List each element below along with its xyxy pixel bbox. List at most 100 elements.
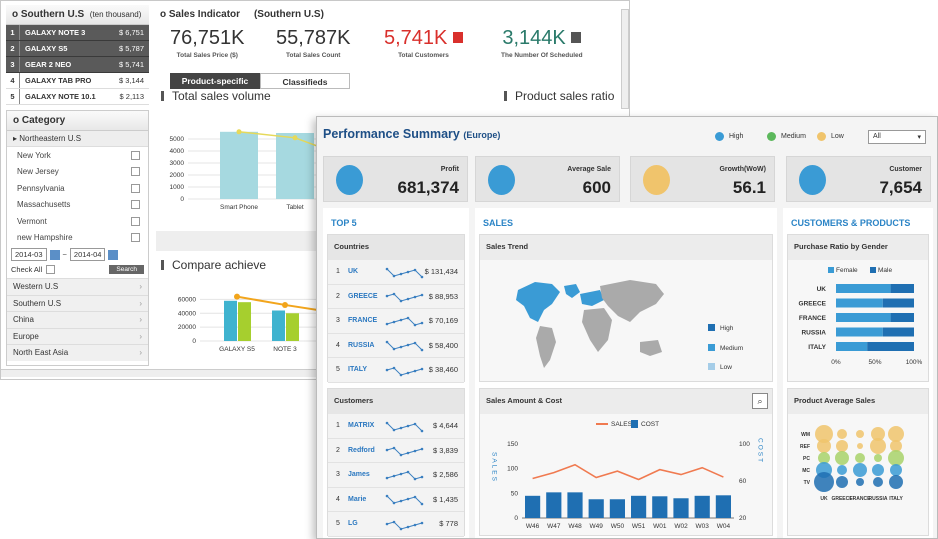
female-bar[interactable] xyxy=(836,342,868,351)
avg-sales-bubble[interactable] xyxy=(853,463,867,477)
avg-sales-bubble[interactable] xyxy=(837,465,847,475)
cost-bar[interactable] xyxy=(567,492,583,518)
male-bar[interactable] xyxy=(867,342,914,351)
region-item[interactable]: Western U.S › xyxy=(7,278,148,295)
avg-sales-bubble[interactable] xyxy=(889,475,903,489)
region-item[interactable]: North East Asia › xyxy=(7,344,148,361)
category-subheader[interactable]: ▸ Northeastern U.S xyxy=(7,131,148,147)
compare-bar[interactable] xyxy=(272,310,285,341)
avg-sales-bubble[interactable] xyxy=(837,429,847,439)
volume-bar[interactable] xyxy=(276,133,314,199)
avg-sales-bubble[interactable] xyxy=(836,476,848,488)
region-item[interactable]: Europe › xyxy=(7,327,148,344)
state-checkbox[interactable] xyxy=(131,167,140,177)
state-checkbox[interactable] xyxy=(131,200,140,210)
countries-row[interactable]: 3 FRANCE $ 70,169 xyxy=(328,309,464,334)
avg-sales-bubble[interactable] xyxy=(814,472,834,492)
cost-bar[interactable] xyxy=(525,495,541,518)
male-bar[interactable] xyxy=(882,327,914,337)
horizontal-scrollbar[interactable] xyxy=(1,369,317,377)
compare-bar[interactable] xyxy=(224,300,237,341)
female-bar[interactable] xyxy=(836,313,891,322)
countries-row[interactable]: 2 GREECE $ 88,953 xyxy=(328,284,464,309)
male-bar[interactable] xyxy=(882,298,914,308)
product-row[interactable]: 3 GEAR 2 NEO $ 5,741 xyxy=(6,57,149,73)
region-item[interactable]: Southern U.S › xyxy=(7,294,148,311)
product-row[interactable]: 4 GALAXY TAB PRO $ 3,144 xyxy=(6,73,149,89)
achieve-point xyxy=(234,293,240,300)
avg-sales-bubble[interactable] xyxy=(835,451,849,465)
cost-bar[interactable] xyxy=(652,496,668,518)
volume-bar[interactable] xyxy=(220,131,258,199)
state-item[interactable]: new Hampshire xyxy=(7,230,148,247)
avg-sales-bubble[interactable] xyxy=(874,454,882,462)
cost-bar[interactable] xyxy=(546,492,562,518)
search-icon[interactable]: ⌕ xyxy=(752,393,768,409)
female-bar[interactable] xyxy=(836,327,883,337)
product-row[interactable]: 2 GALAXY S5 $ 5,787 xyxy=(6,41,149,57)
calendar-icon[interactable] xyxy=(49,249,60,260)
avg-sales-bubble[interactable] xyxy=(888,450,904,466)
legend-label: SALES xyxy=(611,421,633,428)
customers-row[interactable]: 5 LG $ 778 xyxy=(328,512,464,537)
state-checkbox[interactable] xyxy=(131,150,140,160)
male-bar[interactable] xyxy=(890,284,914,293)
female-bar[interactable] xyxy=(836,298,883,308)
avg-sales-bubble[interactable] xyxy=(857,443,863,449)
calendar-icon[interactable] xyxy=(108,249,119,260)
compare-bar[interactable] xyxy=(238,302,251,341)
product-row[interactable]: 5 GALAXY NOTE 10.1 $ 2,113 xyxy=(6,89,149,105)
state-item[interactable]: Pennsylvania xyxy=(7,180,148,197)
check-all-checkbox[interactable] xyxy=(46,265,56,274)
avg-sales-bubble[interactable] xyxy=(817,439,831,453)
state-checkbox[interactable] xyxy=(131,233,140,243)
countries-row[interactable]: 4 RUSSIA $ 58,400 xyxy=(328,333,464,358)
cost-bar[interactable] xyxy=(609,499,625,518)
avg-sales-bubble[interactable] xyxy=(872,464,884,476)
row-rank: 1 xyxy=(336,268,340,276)
state-item[interactable]: Massachusetts xyxy=(7,197,148,214)
avg-sales-bubble[interactable] xyxy=(815,425,833,443)
search-button[interactable]: Search xyxy=(109,265,144,274)
state-item[interactable]: New York xyxy=(7,147,148,164)
avg-sales-bubble[interactable] xyxy=(870,438,886,454)
date-to-input[interactable]: 2014-04 xyxy=(69,248,106,261)
cost-bar[interactable] xyxy=(588,499,604,518)
avg-sales-bubble[interactable] xyxy=(890,440,902,452)
cost-bar[interactable] xyxy=(631,495,647,518)
state-checkbox[interactable] xyxy=(131,216,140,226)
product-row[interactable]: 1 GALAXY NOTE 3 $ 6,751 xyxy=(6,25,149,41)
cost-bar[interactable] xyxy=(673,498,689,518)
date-from-input[interactable]: 2014-03 xyxy=(11,248,47,261)
avg-sales-bubble[interactable] xyxy=(888,426,904,442)
x-tick-label: W51 xyxy=(632,523,646,530)
state-item[interactable]: New Jersey xyxy=(7,164,148,181)
customers-row[interactable]: 3 James $ 2,586 xyxy=(328,463,464,488)
state-item[interactable]: Vermont xyxy=(7,213,148,230)
state-checkbox[interactable] xyxy=(131,183,140,193)
countries-row[interactable]: 1 UK $ 131,434 xyxy=(328,260,464,285)
region-item[interactable]: China › xyxy=(7,311,148,328)
customers-row[interactable]: 1 MATRIX $ 4,644 xyxy=(328,414,464,439)
customers-row[interactable]: 2 Redford $ 3,839 xyxy=(328,438,464,463)
filter-select[interactable]: All ▾ xyxy=(868,130,926,144)
female-bar[interactable] xyxy=(836,284,891,293)
avg-sales-bubble[interactable] xyxy=(856,430,864,438)
avg-sales-bubble[interactable] xyxy=(873,477,883,487)
map-region-greenland xyxy=(564,284,580,298)
avg-sales-bubble[interactable] xyxy=(856,478,864,486)
avg-sales-bubble[interactable] xyxy=(818,452,830,464)
male-bar[interactable] xyxy=(890,313,914,322)
countries-row[interactable]: 5 ITALY $ 38,460 xyxy=(328,358,464,383)
tab-classifieds[interactable]: Classifieds xyxy=(260,73,350,89)
avg-sales-bubble[interactable] xyxy=(871,427,885,441)
tab-product-specific[interactable]: Product-specific xyxy=(170,73,260,89)
avg-sales-bubble[interactable] xyxy=(836,440,848,452)
cost-bar[interactable] xyxy=(715,495,731,518)
vertical-scrollbar[interactable] xyxy=(621,9,629,109)
customers-row[interactable]: 4 Marie $ 1,435 xyxy=(328,487,464,512)
avg-sales-bubble[interactable] xyxy=(890,464,902,476)
avg-sales-bubble[interactable] xyxy=(855,453,865,463)
compare-bar[interactable] xyxy=(286,313,299,341)
cost-bar[interactable] xyxy=(694,495,710,518)
